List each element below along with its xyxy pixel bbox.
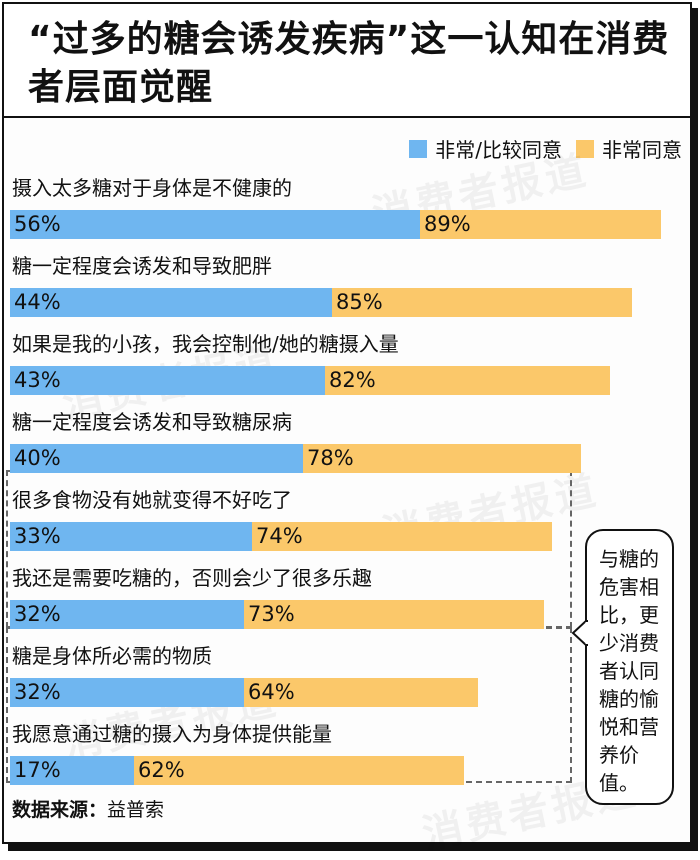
- legend-swatch-strongly-agree: [576, 139, 594, 158]
- data-label-strongly-agree: 62%: [138, 758, 185, 782]
- source-value: 益普索: [107, 799, 165, 821]
- data-label-agree: 43%: [14, 368, 61, 392]
- legend-label-strongly-agree: 非常同意: [602, 138, 682, 162]
- callout-bubble: 与糖的危害相比，更少消费者认同糖的愉悦和营养价值。: [585, 529, 674, 805]
- legend: 非常/比较同意 非常同意: [395, 134, 682, 163]
- callout-pointer: [571, 620, 589, 646]
- data-label-agree: 33%: [14, 524, 61, 548]
- callout-text: 与糖的危害相比，更少消费者认同糖的愉悦和营养价值。: [599, 547, 659, 795]
- data-label-strongly-agree: 89%: [424, 212, 471, 236]
- legend-item-agree: 非常/比较同意: [409, 134, 562, 163]
- legend-item-strongly-agree: 非常同意: [576, 134, 682, 163]
- data-label-strongly-agree: 73%: [248, 602, 295, 626]
- data-label-strongly-agree: 85%: [336, 290, 383, 314]
- category-label: 糖一定程度会诱发和导致肥胖: [12, 254, 272, 278]
- data-label-agree: 32%: [14, 602, 61, 626]
- category-label: 我愿意通过糖的摄入为身体提供能量: [12, 722, 332, 746]
- title-box: “过多的糖会诱发疾病”这一认知在消费者层面觉醒: [4, 4, 690, 118]
- legend-label-agree: 非常/比较同意: [435, 138, 562, 162]
- data-label-agree: 40%: [14, 446, 61, 470]
- legend-swatch-agree: [409, 139, 428, 158]
- category-label: 糖一定程度会诱发和导致糖尿病: [12, 410, 292, 434]
- bar-agree: [10, 210, 420, 239]
- data-source: 数据来源：益普索: [12, 795, 164, 822]
- data-label-strongly-agree: 78%: [307, 446, 354, 470]
- bar-agree: [10, 600, 244, 629]
- data-label-strongly-agree: 82%: [329, 368, 376, 392]
- data-label-agree: 44%: [14, 290, 61, 314]
- data-label-agree: 32%: [14, 680, 61, 704]
- bar-agree: [10, 288, 332, 317]
- category-label: 我还是需要吃糖的，否则会少了很多乐趣: [12, 566, 372, 590]
- category-label: 糖是身体所必需的物质: [12, 644, 212, 668]
- category-label: 很多食物没有她就变得不好吃了: [12, 488, 292, 512]
- data-label-agree: 17%: [14, 758, 61, 782]
- category-label: 如果是我的小孩，我会控制他/她的糖摄入量: [12, 332, 399, 356]
- bar-agree: [10, 366, 325, 395]
- bar-agree: [10, 444, 303, 473]
- chart-title: “过多的糖会诱发疾病”这一认知在消费者层面觉醒: [28, 19, 670, 108]
- bar-agree: [10, 678, 244, 707]
- bar-agree: [10, 756, 134, 785]
- source-label: 数据来源：: [12, 799, 108, 821]
- data-label-strongly-agree: 64%: [248, 680, 295, 704]
- frame-shadow-right: [690, 8, 698, 846]
- category-label: 摄入太多糖对于身体是不健康的: [12, 176, 292, 200]
- frame-shadow-bottom: [8, 842, 698, 851]
- data-label-strongly-agree: 74%: [256, 524, 303, 548]
- bar-agree: [10, 522, 252, 551]
- data-label-agree: 56%: [14, 212, 61, 236]
